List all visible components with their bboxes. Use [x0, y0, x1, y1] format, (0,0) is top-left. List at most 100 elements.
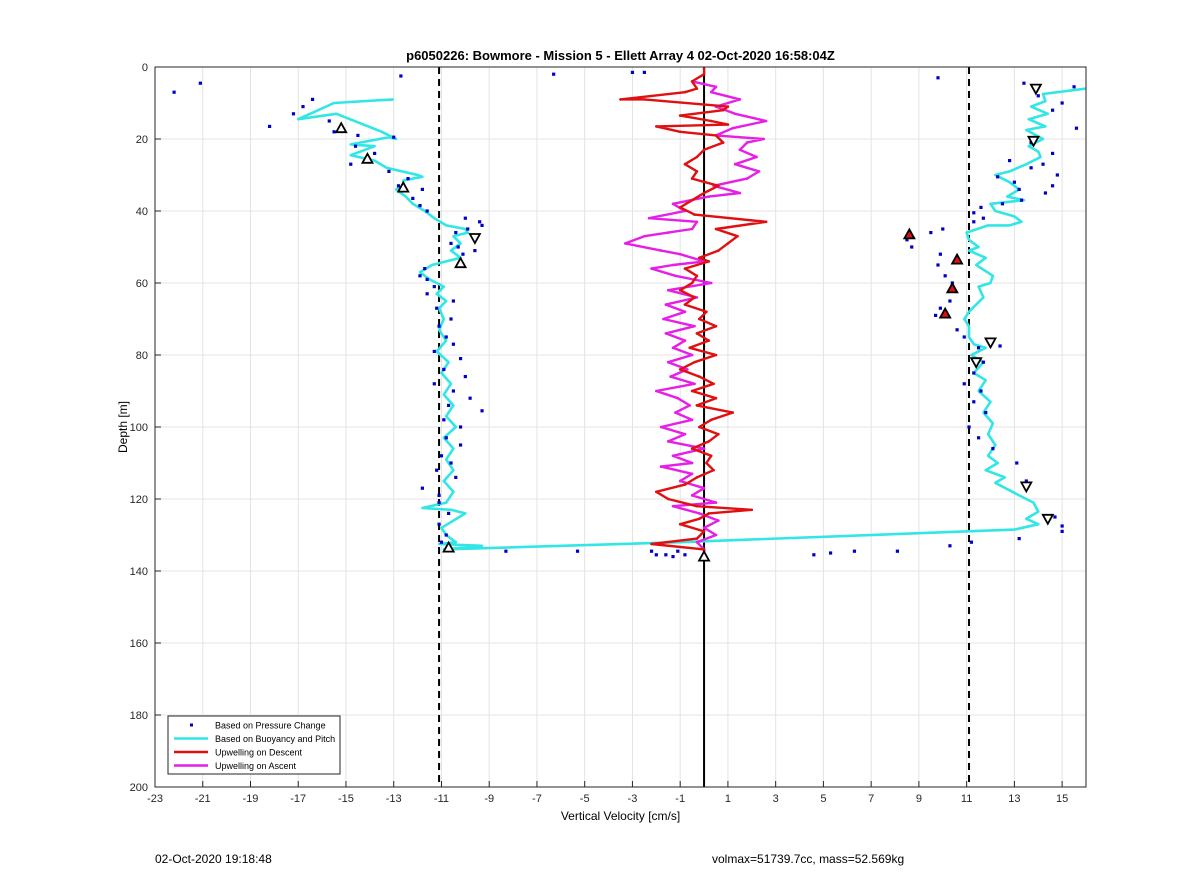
- pressure-point: [425, 209, 429, 213]
- up-triangle-marker: [334, 121, 348, 134]
- pressure-point: [411, 196, 415, 200]
- legend-label: Based on Pressure Change: [215, 721, 326, 731]
- ascent-point: [695, 540, 699, 544]
- pressure-point: [458, 425, 463, 429]
- pressure-point: [439, 540, 444, 544]
- descent-point: [697, 317, 701, 321]
- ascent-point: [755, 155, 758, 159]
- x-tick-label: -7: [532, 793, 542, 805]
- footer-date: 02-Oct-2020 19:18:48: [155, 852, 272, 866]
- descent-point: [717, 432, 720, 436]
- pressure-point: [981, 360, 985, 364]
- pressure-point: [943, 274, 947, 278]
- legend-swatch-dot: [190, 723, 193, 727]
- ascent-point: [655, 389, 658, 393]
- pressure-point: [461, 252, 465, 256]
- descent-point: [695, 87, 699, 90]
- x-tick-label: 9: [916, 793, 922, 805]
- series-descent-line: [619, 68, 768, 557]
- x-tick-label: -9: [484, 793, 494, 805]
- ascent-point: [683, 310, 687, 314]
- pressure-point: [420, 187, 424, 191]
- descent-point: [655, 490, 658, 494]
- pressure-point: [955, 328, 959, 332]
- ascent-point: [709, 281, 713, 285]
- ascent-point: [695, 220, 699, 224]
- pressure-point: [291, 112, 296, 116]
- pressure-point: [267, 124, 272, 128]
- descent-point: [707, 339, 711, 342]
- descent-point: [683, 303, 687, 306]
- pressure-point: [437, 501, 441, 505]
- ascent-point: [733, 112, 737, 116]
- pressure-point: [929, 231, 933, 235]
- descent-point: [736, 234, 739, 238]
- plot-frame: [154, 66, 1087, 788]
- ascent-point: [695, 296, 699, 299]
- ascent-point: [659, 249, 663, 252]
- descent-point: [690, 198, 694, 202]
- ascent-point: [714, 501, 718, 504]
- pressure-point: [575, 549, 580, 553]
- pressure-point: [972, 211, 976, 215]
- pressure-point: [972, 371, 976, 375]
- pressure-point: [435, 468, 439, 472]
- descent-point: [619, 98, 622, 101]
- descent-point: [683, 162, 687, 166]
- y-axis-label: Depth [m]: [116, 401, 130, 453]
- y-tick-label: 80: [136, 350, 148, 362]
- pressure-point: [948, 299, 952, 303]
- x-tick-label: 13: [1008, 793, 1020, 805]
- y-tick-label: 180: [130, 710, 148, 722]
- descent-point: [709, 454, 713, 458]
- pressure-point: [976, 436, 981, 440]
- pressure-point: [676, 549, 680, 553]
- pressure-point: [1015, 461, 1019, 465]
- ascent-point: [671, 504, 675, 508]
- pressure-point: [905, 238, 909, 242]
- pressure-point: [984, 411, 988, 415]
- pressure-point: [418, 204, 422, 208]
- x-tick-label: -5: [580, 793, 590, 805]
- ascent-point: [762, 137, 766, 141]
- pressure-point: [979, 389, 983, 393]
- ascent-point: [666, 440, 670, 443]
- series-layer: [172, 67, 1086, 787]
- pressure-point: [972, 220, 976, 224]
- descent-point: [683, 90, 687, 94]
- ascent-point: [650, 267, 653, 270]
- ascent-point: [745, 166, 749, 170]
- ascent-point: [690, 461, 694, 465]
- descent-point: [721, 108, 725, 112]
- ascent-point: [664, 303, 668, 306]
- ascent-point: [702, 526, 706, 530]
- y-tick-label: 60: [136, 278, 148, 290]
- ascent-point: [714, 533, 718, 537]
- descent-point: [714, 396, 718, 400]
- up-triangle-marker: [442, 540, 456, 553]
- x-tick-label: -17: [290, 793, 306, 805]
- pressure-point: [423, 267, 427, 271]
- ascent-point: [690, 472, 694, 476]
- pressure-point: [981, 216, 985, 220]
- ascent-point: [690, 353, 694, 357]
- down-triangle-marker: [1019, 481, 1033, 494]
- pressure-point: [1041, 162, 1045, 166]
- ascent-point: [671, 346, 675, 350]
- descent-point: [709, 418, 713, 422]
- descent-point: [678, 206, 682, 209]
- descent-point: [678, 114, 682, 117]
- y-tick-label: 20: [136, 134, 148, 146]
- pressure-point: [979, 205, 983, 209]
- ascent-point: [693, 324, 696, 328]
- pressure-point: [437, 522, 441, 526]
- up-triangle-marker: [360, 151, 374, 164]
- ascent-point: [683, 339, 687, 342]
- ascent-point: [738, 148, 742, 152]
- ascent-point: [745, 141, 749, 144]
- pressure-point: [454, 231, 458, 235]
- descent-point: [695, 170, 699, 173]
- x-tick-label: 15: [1056, 793, 1068, 805]
- y-tick-label: 140: [130, 566, 148, 578]
